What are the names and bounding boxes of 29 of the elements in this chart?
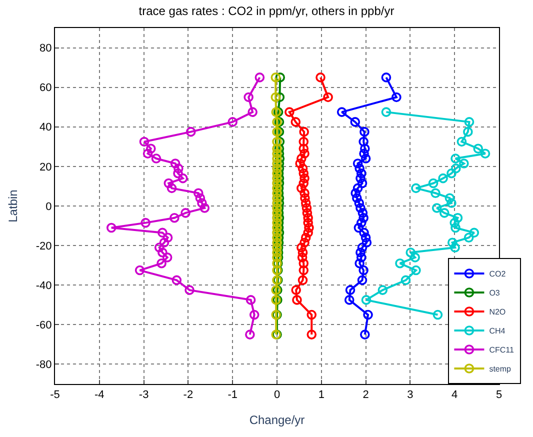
- y-tick-label: -40: [36, 280, 52, 292]
- legend-label: O3: [489, 288, 500, 298]
- legend-label: N2O: [489, 308, 506, 317]
- y-tick-label: 0: [46, 200, 52, 213]
- x-tick-label: 0: [274, 389, 280, 402]
- legend-label: CFC11: [489, 346, 514, 355]
- y-axis-title: Latbin: [6, 190, 20, 222]
- x-tick-label: 2: [362, 389, 369, 402]
- x-tick-label: -1: [228, 389, 238, 402]
- x-tick-label: 3: [407, 389, 414, 402]
- y-tick-label: -80: [36, 359, 52, 372]
- y-tick-label: 40: [40, 122, 52, 134]
- x-tick-label: -4: [94, 389, 104, 402]
- legend-label: CO2: [489, 270, 506, 279]
- x-tick-label: -2: [183, 389, 194, 402]
- y-tick-label: 20: [40, 161, 52, 174]
- y-tick-label: -20: [36, 240, 52, 252]
- x-tick-label: 5: [496, 389, 502, 402]
- x-axis-title: Change/yr: [249, 413, 305, 428]
- chart-title: trace gas rates : CO2 in ppm/yr, others in ppb/yr: [138, 4, 394, 18]
- x-tick-label: 1: [318, 389, 324, 402]
- x-tick-label: -5: [50, 389, 60, 402]
- y-tick-label: 60: [40, 82, 52, 94]
- y-tick-label: -60: [36, 320, 52, 332]
- x-tick-label: 4: [452, 389, 458, 402]
- x-tick-label: -3: [138, 389, 149, 402]
- y-tick-label: 80: [40, 42, 52, 55]
- legend-label: CH4: [489, 326, 506, 336]
- legend-label: stemp: [489, 364, 512, 374]
